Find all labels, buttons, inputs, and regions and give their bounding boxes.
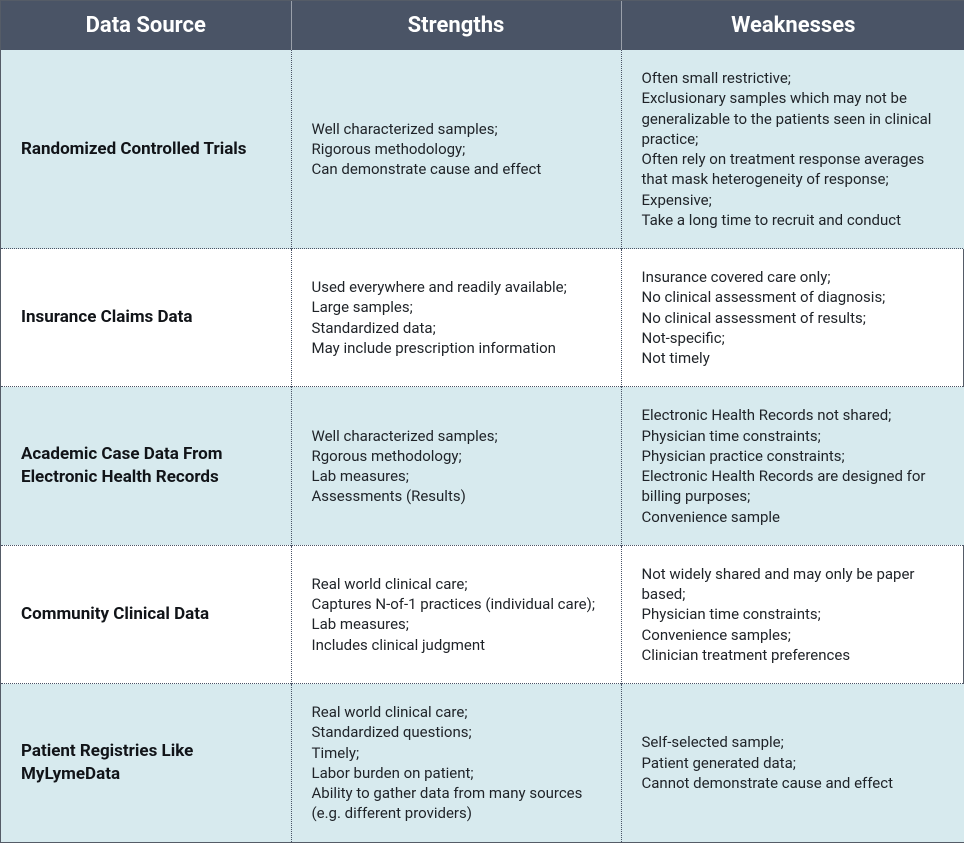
- weaknesses-line: Insurance covered care only;: [642, 267, 950, 287]
- strengths-line: Well characterized samples;: [312, 426, 605, 446]
- strengths-line: Labor burden on patient;: [312, 763, 605, 783]
- table-row: Randomized Controlled TrialsWell charact…: [1, 50, 964, 249]
- data-source-table: Data Source Strengths Weaknesses Randomi…: [0, 0, 964, 843]
- weaknesses-line: Physician time constraints;: [642, 604, 950, 624]
- weaknesses-line: Not widely shared and may only be paper …: [642, 564, 950, 605]
- row-label: Academic Case Data From Electronic Healt…: [1, 387, 291, 546]
- weaknesses-line: Exclusionary samples which may not be ge…: [642, 88, 950, 149]
- weaknesses-line: Electronic Health Records not shared;: [642, 405, 950, 425]
- weaknesses-line: Patient generated data;: [642, 753, 950, 773]
- strengths-line: Standardized data;: [312, 318, 605, 338]
- table: Data Source Strengths Weaknesses Randomi…: [1, 1, 964, 842]
- table-row: Community Clinical DataReal world clinic…: [1, 545, 964, 683]
- strengths-line: Captures N-of-1 practices (individual ca…: [312, 594, 605, 614]
- strengths-line: Used everywhere and readily available;: [312, 277, 605, 297]
- weaknesses-cell: Not widely shared and may only be paper …: [621, 545, 964, 683]
- strengths-line: Can demonstrate cause and effect: [312, 159, 605, 179]
- weaknesses-line: No clinical assessment of results;: [642, 308, 950, 328]
- col-header-weaknesses: Weaknesses: [621, 1, 964, 50]
- strengths-cell: Real world clinical care;Standardized qu…: [291, 684, 621, 842]
- strengths-line: Large samples;: [312, 297, 605, 317]
- strengths-cell: Well characterized samples;Rgorous metho…: [291, 387, 621, 546]
- weaknesses-line: Physician practice constraints;: [642, 446, 950, 466]
- table-row: Academic Case Data From Electronic Healt…: [1, 387, 964, 546]
- row-label: Community Clinical Data: [1, 545, 291, 683]
- row-label: Insurance Claims Data: [1, 249, 291, 387]
- strengths-cell: Real world clinical care;Captures N-of-1…: [291, 545, 621, 683]
- col-header-data-source: Data Source: [1, 1, 291, 50]
- col-header-strengths: Strengths: [291, 1, 621, 50]
- strengths-line: Includes clinical judgment: [312, 635, 605, 655]
- strengths-cell: Used everywhere and readily available;La…: [291, 249, 621, 387]
- weaknesses-line: Electronic Health Records are designed f…: [642, 466, 950, 507]
- strengths-line: Rgorous methodology;: [312, 446, 605, 466]
- weaknesses-line: Not timely: [642, 348, 950, 368]
- weaknesses-line: Self-selected sample;: [642, 732, 950, 752]
- weaknesses-line: Not-specific;: [642, 328, 950, 348]
- strengths-line: Lab measures;: [312, 614, 605, 634]
- strengths-line: Rigorous methodology;: [312, 139, 605, 159]
- table-row: Patient Registries Like MyLymeDataReal w…: [1, 684, 964, 842]
- weaknesses-cell: Electronic Health Records not shared;Phy…: [621, 387, 964, 546]
- weaknesses-line: Physician time constraints;: [642, 426, 950, 446]
- strengths-line: Lab measures;: [312, 466, 605, 486]
- strengths-line: Assessments (Results): [312, 486, 605, 506]
- strengths-line: Real world clinical care;: [312, 574, 605, 594]
- strengths-line: Standardized questions;: [312, 722, 605, 742]
- weaknesses-line: Convenience sample: [642, 507, 950, 527]
- weaknesses-cell: Insurance covered care only;No clinical …: [621, 249, 964, 387]
- strengths-line: May include prescription information: [312, 338, 605, 358]
- weaknesses-line: Convenience samples;: [642, 625, 950, 645]
- strengths-line: Well characterized samples;: [312, 119, 605, 139]
- weaknesses-line: Cannot demonstrate cause and effect: [642, 773, 950, 793]
- weaknesses-line: Take a long time to recruit and conduct: [642, 210, 950, 230]
- weaknesses-line: Often rely on treatment response average…: [642, 149, 950, 190]
- row-label: Patient Registries Like MyLymeData: [1, 684, 291, 842]
- table-row: Insurance Claims DataUsed everywhere and…: [1, 249, 964, 387]
- strengths-cell: Well characterized samples;Rigorous meth…: [291, 50, 621, 249]
- weaknesses-cell: Often small restrictive;Exclusionary sam…: [621, 50, 964, 249]
- weaknesses-cell: Self-selected sample;Patient generated d…: [621, 684, 964, 842]
- table-header: Data Source Strengths Weaknesses: [1, 1, 964, 50]
- weaknesses-line: No clinical assessment of diagnosis;: [642, 287, 950, 307]
- strengths-line: Ability to gather data from many sources…: [312, 783, 605, 824]
- table-body: Randomized Controlled TrialsWell charact…: [1, 50, 964, 842]
- row-label: Randomized Controlled Trials: [1, 50, 291, 249]
- weaknesses-line: Expensive;: [642, 190, 950, 210]
- weaknesses-line: Often small restrictive;: [642, 68, 950, 88]
- strengths-line: Timely;: [312, 743, 605, 763]
- strengths-line: Real world clinical care;: [312, 702, 605, 722]
- weaknesses-line: Clinician treatment preferences: [642, 645, 950, 665]
